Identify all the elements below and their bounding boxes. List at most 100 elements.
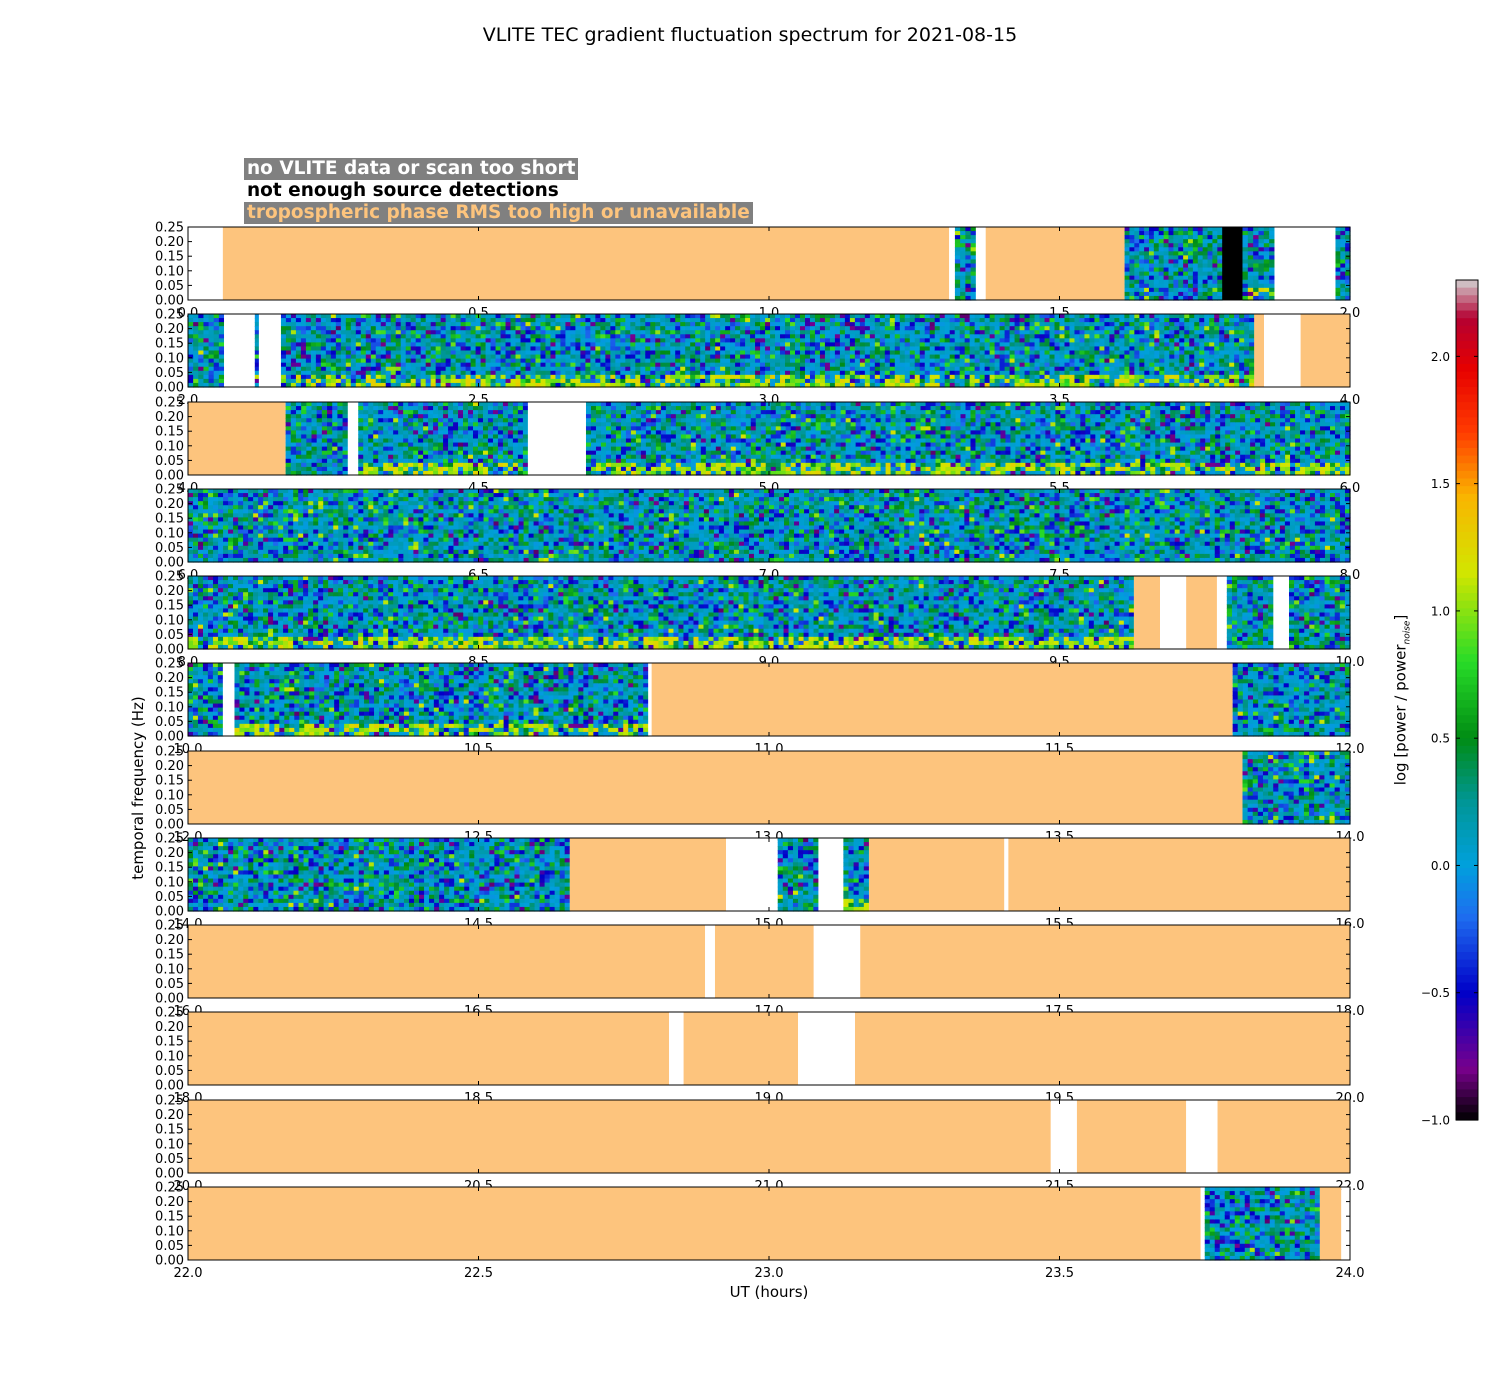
spectrum-cell xyxy=(735,334,741,339)
spectrum-cell xyxy=(525,350,532,356)
spectrum-cell xyxy=(1247,251,1254,256)
spectrum-cell xyxy=(1129,251,1135,256)
spectrum-cell xyxy=(1168,255,1174,261)
spectrum-cell xyxy=(1009,334,1016,339)
spectrum-cell xyxy=(1044,326,1051,331)
spectrum-cell xyxy=(650,362,656,368)
spectrum-cell xyxy=(864,322,871,327)
spectrum-cell xyxy=(1024,314,1031,319)
spectrum-cell xyxy=(1239,382,1245,388)
spectrum-cell xyxy=(475,358,482,364)
spectrum-cell xyxy=(213,354,220,360)
spectrum-cell xyxy=(964,354,971,360)
spectrum-cell xyxy=(824,314,831,319)
spectrum-cell xyxy=(438,414,444,419)
spectrum-cell xyxy=(218,370,225,376)
spectrum-cell xyxy=(1263,283,1270,289)
spectrum-cell xyxy=(630,366,636,372)
spectrum-cell xyxy=(290,362,297,368)
spectrum-cell xyxy=(625,346,631,352)
spectrum-cell xyxy=(480,318,487,323)
spectrum-cell xyxy=(415,366,422,372)
spectrum-cell xyxy=(455,342,462,348)
spectrum-cell xyxy=(403,414,409,419)
spectrum-cell xyxy=(438,462,444,468)
spectrum-cell xyxy=(560,366,567,372)
spectrum-cell xyxy=(1199,362,1205,368)
spectrum-cell xyxy=(355,350,362,356)
spectrum-cell xyxy=(1139,314,1145,319)
spectrum-cell xyxy=(1134,243,1140,248)
spectrum-cell xyxy=(473,442,479,448)
spectrum-cell xyxy=(342,402,349,407)
spectrum-cell xyxy=(760,374,766,380)
spectrum-cell xyxy=(383,406,389,411)
spectrum-cell xyxy=(864,382,871,388)
spectrum-cell xyxy=(929,350,936,356)
spectrum-cell xyxy=(605,358,611,364)
spectrum-cell xyxy=(1079,322,1086,327)
spectrum-cell xyxy=(1079,326,1086,331)
spectrum-cell xyxy=(560,378,567,384)
spectrum-cell xyxy=(1134,378,1140,384)
spectrum-cell xyxy=(438,418,444,423)
spectrum-cell xyxy=(485,330,492,335)
spectrum-cell xyxy=(1219,318,1225,323)
spectrum-cell xyxy=(799,338,806,343)
spectrum-cell xyxy=(859,330,866,335)
spectrum-cell xyxy=(819,318,826,323)
spectrum-cell xyxy=(600,322,606,327)
spectrum-cell xyxy=(760,370,766,376)
spectrum-cell xyxy=(859,326,866,331)
spectrum-cell xyxy=(1158,259,1165,265)
spectrum-cell xyxy=(610,346,616,352)
spectrum-cell xyxy=(1159,350,1165,356)
spectrum-cell xyxy=(814,370,821,376)
spectrum-cell xyxy=(1119,334,1125,339)
spectrum-cell xyxy=(465,358,472,364)
spectrum-cell xyxy=(218,322,225,327)
spectrum-cell xyxy=(914,358,921,364)
spectrum-cell xyxy=(924,358,931,364)
spectrum-cell xyxy=(1089,330,1096,335)
spectrum-cell xyxy=(393,406,399,411)
spectrum-cell xyxy=(869,342,876,348)
spectrum-cell xyxy=(859,346,866,352)
spectrum-cell xyxy=(408,406,414,411)
spectrum-cell xyxy=(979,334,986,339)
spectrum-cell xyxy=(924,362,931,368)
spectrum-cell xyxy=(383,410,389,415)
spectrum-cell xyxy=(443,466,449,472)
spectrum-cell xyxy=(1159,338,1165,343)
spectrum-cell xyxy=(585,346,591,352)
spectrum-cell xyxy=(420,334,427,339)
spectrum-cell xyxy=(974,314,981,319)
spectrum-cell xyxy=(295,342,302,348)
spectrum-cell xyxy=(435,330,442,335)
spectrum-cell xyxy=(1179,350,1185,356)
spectrum-cell xyxy=(295,378,302,384)
spectrum-cell xyxy=(979,326,986,331)
spectrum-cell xyxy=(368,434,374,440)
spectrum-cell xyxy=(500,322,507,327)
spectrum-cell xyxy=(1034,362,1041,368)
spectrum-cell xyxy=(929,314,936,319)
spectrum-cell xyxy=(1224,346,1230,352)
spectrum-cell xyxy=(1089,342,1096,348)
spectrum-cell xyxy=(345,334,352,339)
spectrum-cell xyxy=(984,362,991,368)
spectrum-cell xyxy=(430,314,437,319)
spectrum-cell xyxy=(1209,330,1215,335)
spectrum-cell xyxy=(869,318,876,323)
spectrum-cell xyxy=(1084,358,1091,364)
spectrum-cell xyxy=(695,378,701,384)
spectrum-cell xyxy=(879,366,886,372)
spectrum-cell xyxy=(725,314,731,319)
spectrum-cell xyxy=(1129,291,1135,297)
spectrum-cell xyxy=(625,374,631,380)
spectrum-cell xyxy=(368,462,374,468)
spectrum-cell xyxy=(450,318,457,323)
spectrum-cell xyxy=(600,358,606,364)
spectrum-cell xyxy=(755,314,761,319)
spectrum-cell xyxy=(960,243,966,248)
